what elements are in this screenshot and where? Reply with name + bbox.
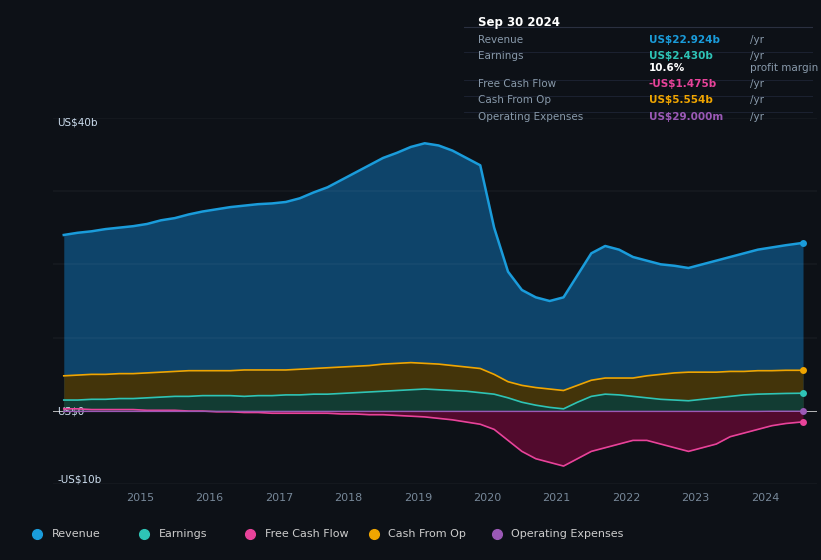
- Text: /yr: /yr: [750, 52, 764, 61]
- Text: -US$10b: -US$10b: [57, 474, 102, 484]
- Text: 10.6%: 10.6%: [649, 63, 685, 73]
- Text: US$0: US$0: [57, 406, 85, 416]
- Text: US$2.430b: US$2.430b: [649, 52, 713, 61]
- Text: 2024: 2024: [750, 493, 779, 503]
- Text: Revenue: Revenue: [478, 35, 523, 45]
- Text: US$5.554b: US$5.554b: [649, 95, 713, 105]
- Text: /yr: /yr: [750, 35, 764, 45]
- Text: Revenue: Revenue: [52, 529, 100, 539]
- Text: Free Cash Flow: Free Cash Flow: [265, 529, 349, 539]
- Text: Operating Expenses: Operating Expenses: [478, 112, 583, 122]
- Text: 2016: 2016: [195, 493, 223, 503]
- Text: Earnings: Earnings: [478, 52, 523, 61]
- Text: 2023: 2023: [681, 493, 709, 503]
- Text: 2018: 2018: [334, 493, 363, 503]
- Text: 2020: 2020: [473, 493, 502, 503]
- Text: 2015: 2015: [126, 493, 154, 503]
- Text: Sep 30 2024: Sep 30 2024: [478, 16, 560, 29]
- Text: -US$1.475b: -US$1.475b: [649, 79, 717, 89]
- Text: 2019: 2019: [404, 493, 432, 503]
- Text: US$40b: US$40b: [57, 118, 98, 128]
- Text: Cash From Op: Cash From Op: [388, 529, 466, 539]
- Text: /yr: /yr: [750, 112, 764, 122]
- Text: /yr: /yr: [750, 79, 764, 89]
- Text: 2022: 2022: [612, 493, 640, 503]
- Text: Cash From Op: Cash From Op: [478, 95, 551, 105]
- Text: Free Cash Flow: Free Cash Flow: [478, 79, 556, 89]
- Text: 2017: 2017: [265, 493, 293, 503]
- Text: Operating Expenses: Operating Expenses: [511, 529, 624, 539]
- Text: /yr: /yr: [750, 95, 764, 105]
- Text: 2021: 2021: [543, 493, 571, 503]
- Text: US$22.924b: US$22.924b: [649, 35, 720, 45]
- Text: US$29.000m: US$29.000m: [649, 112, 723, 122]
- Text: profit margin: profit margin: [750, 63, 819, 73]
- Text: Earnings: Earnings: [158, 529, 207, 539]
